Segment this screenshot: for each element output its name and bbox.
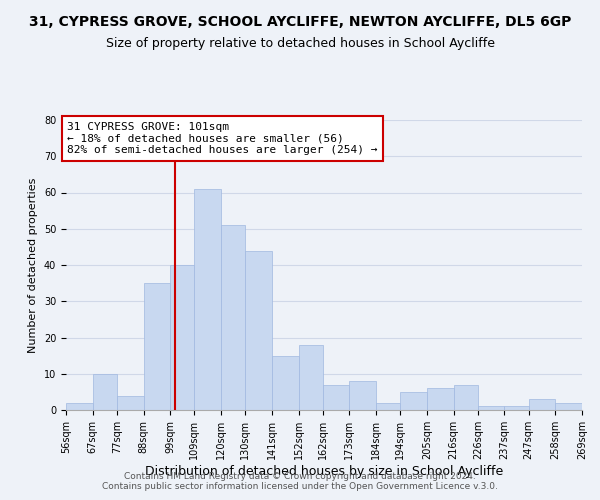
Bar bbox=[427, 388, 454, 410]
Text: 31, CYPRESS GROVE, SCHOOL AYCLIFFE, NEWTON AYCLIFFE, DL5 6GP: 31, CYPRESS GROVE, SCHOOL AYCLIFFE, NEWT… bbox=[29, 15, 571, 29]
Bar bbox=[66, 403, 92, 410]
Bar bbox=[299, 345, 323, 410]
Bar bbox=[556, 403, 582, 410]
Bar bbox=[349, 381, 376, 410]
Bar bbox=[505, 406, 529, 410]
Bar bbox=[92, 374, 117, 410]
Text: Contains public sector information licensed under the Open Government Licence v.: Contains public sector information licen… bbox=[102, 482, 498, 491]
Text: Contains HM Land Registry data © Crown copyright and database right 2024.: Contains HM Land Registry data © Crown c… bbox=[124, 472, 476, 481]
Bar bbox=[117, 396, 143, 410]
Bar bbox=[143, 283, 170, 410]
Bar bbox=[478, 406, 505, 410]
Bar bbox=[221, 225, 245, 410]
Bar bbox=[194, 189, 221, 410]
Bar bbox=[400, 392, 427, 410]
Bar bbox=[529, 399, 556, 410]
Y-axis label: Number of detached properties: Number of detached properties bbox=[28, 178, 38, 352]
Bar bbox=[272, 356, 299, 410]
Bar bbox=[454, 384, 478, 410]
Bar bbox=[323, 384, 349, 410]
Bar bbox=[245, 250, 272, 410]
X-axis label: Distribution of detached houses by size in School Aycliffe: Distribution of detached houses by size … bbox=[145, 464, 503, 477]
Bar bbox=[376, 403, 400, 410]
Text: Size of property relative to detached houses in School Aycliffe: Size of property relative to detached ho… bbox=[106, 38, 494, 51]
Text: 31 CYPRESS GROVE: 101sqm
← 18% of detached houses are smaller (56)
82% of semi-d: 31 CYPRESS GROVE: 101sqm ← 18% of detach… bbox=[67, 122, 378, 155]
Bar bbox=[170, 265, 194, 410]
